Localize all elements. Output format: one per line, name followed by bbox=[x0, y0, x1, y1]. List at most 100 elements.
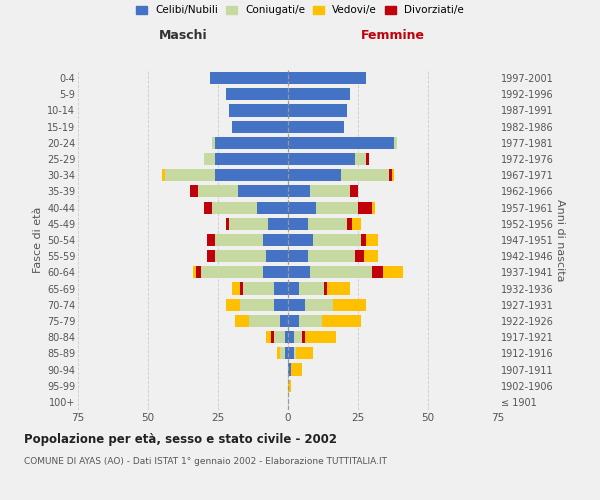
Bar bbox=[347, 218, 352, 230]
Bar bbox=[226, 88, 288, 101]
Legend: Celibi/Nubili, Coniugati/e, Vedovi/e, Divorziati/e: Celibi/Nubili, Coniugati/e, Vedovi/e, Di… bbox=[136, 5, 464, 15]
Bar bbox=[232, 120, 288, 132]
Bar bbox=[207, 234, 215, 246]
Bar bbox=[207, 250, 215, 262]
Bar bbox=[288, 153, 355, 165]
Bar bbox=[190, 186, 199, 198]
Bar bbox=[288, 104, 347, 117]
Bar bbox=[226, 298, 241, 311]
Bar bbox=[249, 315, 280, 327]
Bar bbox=[209, 72, 288, 84]
Bar bbox=[235, 315, 249, 327]
Bar bbox=[288, 250, 308, 262]
Bar bbox=[285, 348, 288, 360]
Bar bbox=[361, 234, 367, 246]
Bar bbox=[268, 218, 288, 230]
Bar bbox=[325, 282, 327, 294]
Bar bbox=[285, 331, 288, 343]
Bar bbox=[204, 153, 215, 165]
Bar bbox=[263, 234, 288, 246]
Text: Femmine: Femmine bbox=[361, 30, 425, 43]
Bar bbox=[288, 202, 316, 213]
Bar bbox=[350, 186, 358, 198]
Bar bbox=[243, 282, 274, 294]
Bar bbox=[288, 169, 341, 181]
Bar bbox=[165, 169, 215, 181]
Bar bbox=[305, 298, 333, 311]
Bar bbox=[215, 169, 288, 181]
Bar bbox=[358, 202, 372, 213]
Bar bbox=[293, 331, 302, 343]
Bar bbox=[288, 120, 344, 132]
Bar bbox=[355, 250, 364, 262]
Bar bbox=[212, 202, 257, 213]
Bar bbox=[308, 218, 347, 230]
Bar bbox=[310, 186, 350, 198]
Bar bbox=[288, 218, 308, 230]
Bar bbox=[288, 315, 299, 327]
Bar bbox=[372, 266, 383, 278]
Bar bbox=[302, 331, 305, 343]
Bar bbox=[305, 331, 335, 343]
Bar bbox=[364, 250, 377, 262]
Bar bbox=[241, 282, 243, 294]
Bar bbox=[316, 202, 358, 213]
Bar bbox=[266, 250, 288, 262]
Bar bbox=[266, 331, 271, 343]
Bar bbox=[341, 169, 389, 181]
Bar bbox=[313, 234, 361, 246]
Bar bbox=[394, 137, 397, 149]
Bar bbox=[271, 331, 274, 343]
Bar bbox=[288, 234, 313, 246]
Bar bbox=[299, 315, 322, 327]
Bar bbox=[232, 282, 241, 294]
Bar bbox=[296, 348, 313, 360]
Bar bbox=[199, 186, 238, 198]
Bar bbox=[196, 266, 201, 278]
Bar bbox=[274, 282, 288, 294]
Bar bbox=[238, 186, 288, 198]
Bar bbox=[274, 298, 288, 311]
Bar bbox=[288, 72, 367, 84]
Bar bbox=[288, 331, 293, 343]
Bar bbox=[280, 348, 285, 360]
Bar bbox=[288, 364, 291, 376]
Bar bbox=[215, 250, 266, 262]
Bar bbox=[352, 218, 361, 230]
Bar bbox=[274, 331, 285, 343]
Bar bbox=[280, 315, 288, 327]
Bar bbox=[204, 202, 212, 213]
Bar bbox=[229, 218, 268, 230]
Bar bbox=[310, 266, 372, 278]
Bar bbox=[263, 266, 288, 278]
Bar bbox=[389, 169, 392, 181]
Bar bbox=[229, 104, 288, 117]
Bar bbox=[288, 88, 350, 101]
Y-axis label: Anni di nascita: Anni di nascita bbox=[555, 198, 565, 281]
Bar bbox=[288, 348, 293, 360]
Bar bbox=[241, 298, 274, 311]
Bar bbox=[322, 315, 361, 327]
Bar bbox=[162, 169, 165, 181]
Bar bbox=[215, 137, 288, 149]
Bar bbox=[291, 364, 302, 376]
Bar bbox=[226, 218, 229, 230]
Bar bbox=[212, 137, 215, 149]
Bar bbox=[383, 266, 403, 278]
Bar bbox=[367, 153, 369, 165]
Bar bbox=[257, 202, 288, 213]
Y-axis label: Fasce di età: Fasce di età bbox=[32, 207, 43, 273]
Bar bbox=[193, 266, 196, 278]
Bar bbox=[288, 186, 310, 198]
Bar bbox=[372, 202, 375, 213]
Bar bbox=[288, 282, 299, 294]
Bar bbox=[288, 380, 291, 392]
Bar bbox=[277, 348, 280, 360]
Bar bbox=[288, 137, 394, 149]
Bar bbox=[215, 153, 288, 165]
Bar bbox=[355, 153, 367, 165]
Bar bbox=[367, 234, 377, 246]
Text: Maschi: Maschi bbox=[158, 30, 208, 43]
Bar bbox=[201, 266, 263, 278]
Text: Popolazione per età, sesso e stato civile - 2002: Popolazione per età, sesso e stato civil… bbox=[24, 432, 337, 446]
